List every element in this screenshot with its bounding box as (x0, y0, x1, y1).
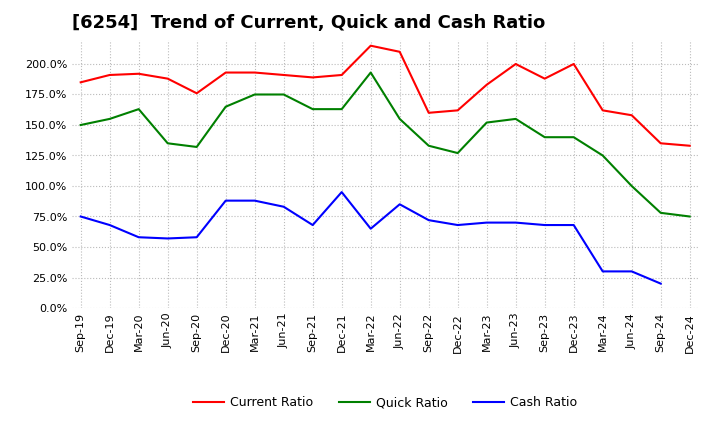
Text: [6254]  Trend of Current, Quick and Cash Ratio: [6254] Trend of Current, Quick and Cash … (72, 15, 545, 33)
Quick Ratio (76, 122, 85, 128)
Quick Ratio (424, 143, 433, 148)
Current Ratio (598, 108, 607, 113)
Current Ratio (685, 143, 694, 148)
Cash Ratio (163, 236, 172, 241)
Cash Ratio (454, 222, 462, 227)
Line: Quick Ratio: Quick Ratio (81, 73, 690, 216)
Current Ratio (424, 110, 433, 115)
Cash Ratio (221, 198, 230, 203)
Quick Ratio (685, 214, 694, 219)
Current Ratio (482, 82, 491, 88)
Quick Ratio (511, 116, 520, 121)
Current Ratio (541, 76, 549, 81)
Cash Ratio (541, 222, 549, 227)
Quick Ratio (251, 92, 259, 97)
Current Ratio (135, 71, 143, 77)
Quick Ratio (279, 92, 288, 97)
Cash Ratio (395, 202, 404, 207)
Legend: Current Ratio, Quick Ratio, Cash Ratio: Current Ratio, Quick Ratio, Cash Ratio (188, 392, 582, 414)
Quick Ratio (454, 150, 462, 156)
Current Ratio (105, 72, 114, 77)
Current Ratio (395, 49, 404, 55)
Current Ratio (366, 43, 375, 48)
Cash Ratio (279, 204, 288, 209)
Cash Ratio (627, 269, 636, 274)
Cash Ratio (76, 214, 85, 219)
Quick Ratio (338, 106, 346, 112)
Cash Ratio (424, 217, 433, 223)
Cash Ratio (482, 220, 491, 225)
Quick Ratio (163, 141, 172, 146)
Current Ratio (657, 141, 665, 146)
Cash Ratio (135, 235, 143, 240)
Current Ratio (570, 61, 578, 66)
Quick Ratio (395, 116, 404, 121)
Current Ratio (511, 61, 520, 66)
Current Ratio (279, 72, 288, 77)
Cash Ratio (192, 235, 201, 240)
Quick Ratio (657, 210, 665, 216)
Current Ratio (338, 72, 346, 77)
Current Ratio (221, 70, 230, 75)
Cash Ratio (570, 222, 578, 227)
Cash Ratio (308, 222, 317, 227)
Line: Current Ratio: Current Ratio (81, 46, 690, 146)
Quick Ratio (482, 120, 491, 125)
Quick Ratio (192, 144, 201, 150)
Quick Ratio (135, 106, 143, 112)
Cash Ratio (657, 281, 665, 286)
Current Ratio (76, 80, 85, 85)
Quick Ratio (570, 135, 578, 140)
Quick Ratio (366, 70, 375, 75)
Cash Ratio (366, 226, 375, 231)
Current Ratio (251, 70, 259, 75)
Current Ratio (192, 91, 201, 96)
Quick Ratio (308, 106, 317, 112)
Cash Ratio (251, 198, 259, 203)
Quick Ratio (627, 183, 636, 189)
Quick Ratio (105, 116, 114, 121)
Line: Cash Ratio: Cash Ratio (81, 192, 661, 284)
Quick Ratio (221, 104, 230, 109)
Quick Ratio (541, 135, 549, 140)
Cash Ratio (598, 269, 607, 274)
Quick Ratio (598, 153, 607, 158)
Cash Ratio (511, 220, 520, 225)
Current Ratio (627, 113, 636, 118)
Cash Ratio (105, 222, 114, 227)
Current Ratio (308, 75, 317, 80)
Current Ratio (163, 76, 172, 81)
Cash Ratio (338, 190, 346, 195)
Current Ratio (454, 108, 462, 113)
